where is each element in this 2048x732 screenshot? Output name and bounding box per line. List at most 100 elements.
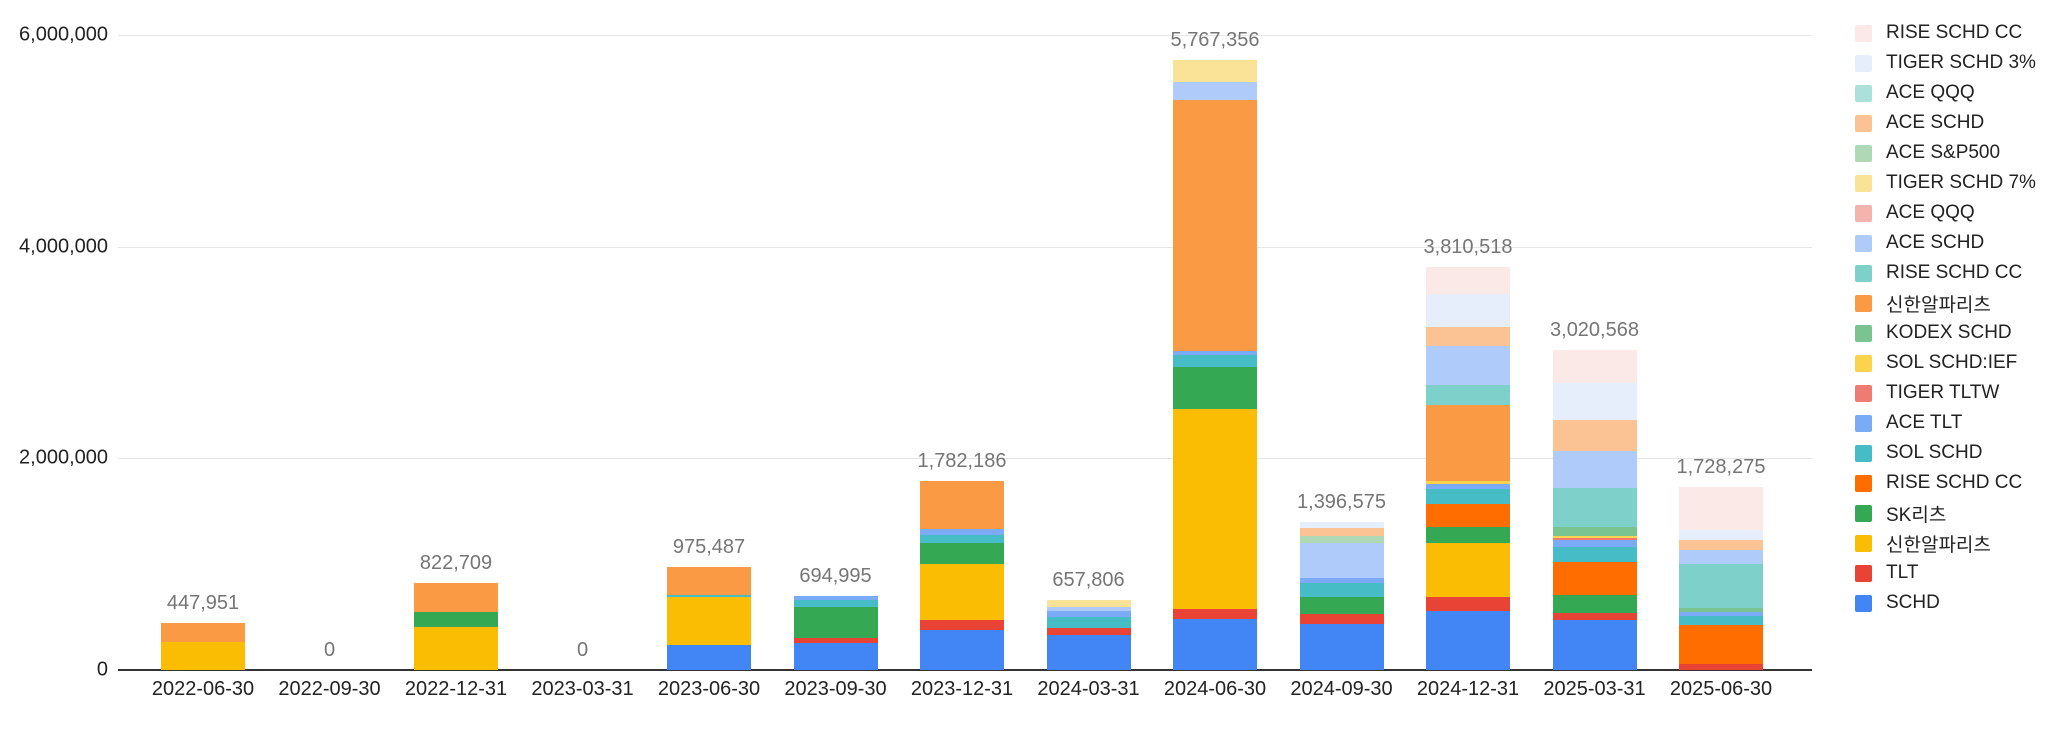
bar-segment-ACE TLT[interactable]	[1173, 351, 1257, 355]
bar-segment-SOL SCHD[interactable]	[1426, 489, 1510, 504]
bar-2023-09-30[interactable]	[793, 596, 878, 670]
bar-segment-TLT[interactable]	[1299, 613, 1384, 624]
bar-2023-12-31[interactable]	[920, 481, 1004, 670]
bar-segment-SCHD[interactable]	[1046, 634, 1131, 670]
bar-segment-신한알파리츠[interactable]	[667, 566, 751, 595]
bar-segment-TLT[interactable]	[920, 620, 1004, 631]
bar-2024-12-31[interactable]	[1426, 266, 1510, 670]
bar-segment-SK리츠[interactable]	[1299, 597, 1384, 614]
bar-segment-신한알파리츠[interactable]	[1426, 543, 1510, 598]
bar-segment-TLT[interactable]	[1552, 613, 1637, 620]
bar-segment-SCHD[interactable]	[793, 643, 878, 670]
bar-segment-RISE SCHD CC[interactable]	[1552, 487, 1637, 527]
bar-segment-신한알파리츠[interactable]	[414, 626, 498, 670]
bar-segment-ACE TLT[interactable]	[1046, 610, 1131, 617]
bar-segment-신한알파리츠[interactable]	[414, 582, 498, 613]
bar-segment-SK리츠[interactable]	[1173, 366, 1257, 410]
bar-2025-03-31[interactable]	[1552, 350, 1637, 670]
bar-segment-SOL SCHD[interactable]	[1679, 615, 1763, 626]
bar-segment-SCHD[interactable]	[920, 630, 1004, 670]
bar-segment-신한알파리츠[interactable]	[667, 596, 751, 645]
bar-segment-RISE SCHD CC[interactable]	[1552, 350, 1637, 383]
bar-segment-KODEX SCHD[interactable]	[1552, 526, 1637, 537]
bar-segment-SK리츠[interactable]	[1426, 527, 1510, 544]
bar-segment-TLT[interactable]	[1679, 663, 1763, 670]
bar-total-label: 0	[576, 639, 589, 661]
bar-segment-ACE SCHD[interactable]	[1426, 327, 1510, 346]
bar-2025-06-30[interactable]	[1679, 487, 1763, 670]
bar-segment-SK리츠[interactable]	[414, 612, 498, 627]
bar-segment-ACE TLT[interactable]	[793, 596, 878, 601]
bar-segment-ACE SCHD[interactable]	[1552, 419, 1637, 451]
bar-segment-SK리츠[interactable]	[793, 607, 878, 638]
bar-segment-TIGER TLTW[interactable]	[1552, 538, 1637, 541]
bar-segment-ACE SCHD[interactable]	[1299, 542, 1384, 578]
bar-segment-ACE SCHD[interactable]	[1173, 82, 1257, 100]
bar-segment-TIGER SCHD 3%[interactable]	[1552, 382, 1637, 420]
bar-segment-신한알파리츠[interactable]	[1173, 409, 1257, 610]
bar-segment-SCHD[interactable]	[1299, 623, 1384, 670]
bar-2024-06-30[interactable]	[1173, 59, 1257, 670]
bar-segment-SOL SCHD:IEF[interactable]	[1552, 536, 1637, 539]
bar-segment-신한알파리츠[interactable]	[1173, 99, 1257, 352]
bar-segment-신한알파리츠[interactable]	[1426, 404, 1510, 481]
bar-segment-ACE TLT[interactable]	[1552, 540, 1637, 547]
bar-segment-SCHD[interactable]	[1426, 610, 1510, 670]
bar-segment-SOL SCHD:IEF[interactable]	[1426, 480, 1510, 484]
bar-segment-RISE SCHD CC[interactable]	[1679, 487, 1763, 531]
bar-segment-SOL SCHD[interactable]	[1046, 616, 1131, 628]
bar-segment-RISE SCHD CC[interactable]	[1426, 385, 1510, 405]
bar-segment-ACE TLT[interactable]	[1426, 483, 1510, 490]
bar-segment-RISE SCHD CC[interactable]	[1679, 625, 1763, 664]
bar-segment-ACE S&P500[interactable]	[1299, 536, 1384, 543]
bar-segment-SOL SCHD[interactable]	[1173, 354, 1257, 367]
bar-segment-신한알파리츠[interactable]	[920, 481, 1004, 529]
bar-segment-ACE SCHD[interactable]	[1046, 606, 1131, 611]
bar-2023-06-30[interactable]	[667, 566, 751, 670]
bar-segment-RISE SCHD CC[interactable]	[1552, 561, 1637, 595]
bar-segment-SCHD[interactable]	[1173, 619, 1257, 670]
bar-segment-SOL SCHD[interactable]	[667, 594, 751, 597]
bar-segment-KODEX SCHD[interactable]	[1679, 607, 1763, 612]
bar-segment-ACE TLT[interactable]	[1679, 611, 1763, 616]
bar-segment-TLT[interactable]	[1173, 609, 1257, 620]
bar-total-label: 1,782,186	[917, 450, 1007, 473]
bar-segment-TLT[interactable]	[1046, 627, 1131, 635]
bar-segment-TLT[interactable]	[793, 637, 878, 644]
bar-segment-TIGER SCHD 3%[interactable]	[1299, 522, 1384, 529]
legend-item-ACE SCHD: ACE SCHD	[1855, 111, 1984, 135]
bar-segment-RISE SCHD CC[interactable]	[1426, 266, 1510, 294]
bar-segment-ACE SCHD[interactable]	[1426, 345, 1510, 386]
bar-2022-06-30[interactable]	[161, 622, 245, 670]
bar-segment-ACE SCHD[interactable]	[1299, 528, 1384, 537]
bar-segment-TIGER SCHD 7%[interactable]	[1046, 600, 1131, 607]
bar-segment-SOL SCHD[interactable]	[1299, 582, 1384, 597]
bar-segment-TLT[interactable]	[1426, 597, 1510, 611]
bar-2024-03-31[interactable]	[1046, 600, 1131, 670]
bar-segment-TIGER SCHD 3%[interactable]	[1426, 293, 1510, 327]
bar-segment-SOL SCHD[interactable]	[1552, 546, 1637, 562]
bar-segment-SK리츠[interactable]	[920, 543, 1004, 565]
bar-total-label: 1,396,575	[1297, 491, 1386, 514]
bar-segment-SOL SCHD[interactable]	[920, 534, 1004, 544]
bar-segment-RISE SCHD CC[interactable]	[1426, 503, 1510, 528]
bar-segment-신한알파리츠[interactable]	[161, 622, 245, 643]
bar-segment-SK리츠[interactable]	[1552, 594, 1637, 614]
bar-segment-ACE TLT[interactable]	[920, 528, 1004, 535]
bar-segment-SCHD[interactable]	[667, 644, 751, 670]
bar-segment-TIGER SCHD 7%[interactable]	[1173, 59, 1257, 83]
bar-segment-TIGER SCHD 3%[interactable]	[1679, 530, 1763, 541]
bar-segment-ACE SCHD[interactable]	[1679, 540, 1763, 551]
bar-segment-신한알파리츠[interactable]	[920, 564, 1004, 621]
bar-segment-RISE SCHD CC[interactable]	[1679, 563, 1763, 608]
bar-segment-ACE SCHD[interactable]	[1552, 450, 1637, 488]
bar-2022-12-31[interactable]	[414, 582, 498, 670]
legend-label: SOL SCHD	[1886, 442, 1983, 463]
bar-segment-ACE TLT[interactable]	[1299, 577, 1384, 583]
bar-segment-신한알파리츠[interactable]	[161, 642, 245, 670]
bar-2024-09-30[interactable]	[1299, 522, 1384, 670]
bar-segment-ACE SCHD[interactable]	[1679, 550, 1763, 564]
bar-segment-SOL SCHD[interactable]	[793, 600, 878, 608]
legend-swatch	[1855, 444, 1872, 462]
bar-segment-SCHD[interactable]	[1552, 619, 1637, 670]
